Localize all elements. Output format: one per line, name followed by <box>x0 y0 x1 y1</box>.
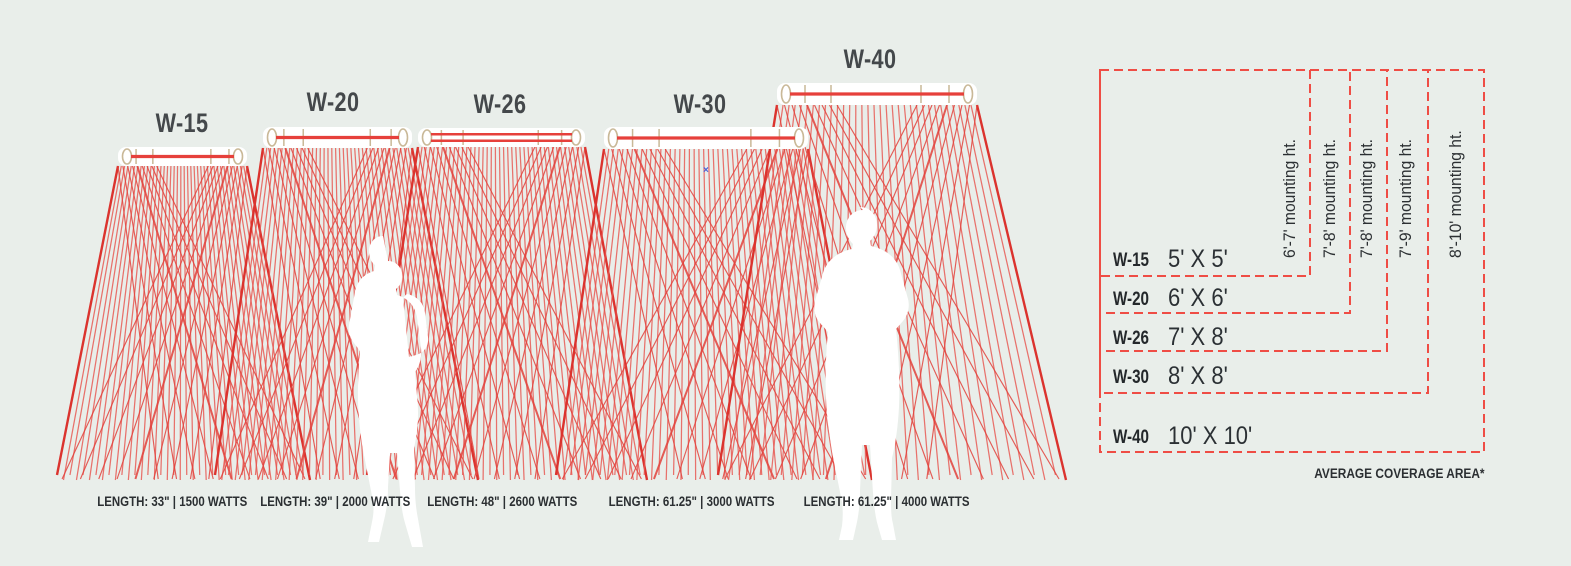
heat-ray-fans <box>55 104 1068 481</box>
heater-bars <box>118 83 977 166</box>
end-cap-left <box>421 129 433 146</box>
coverage-box <box>1099 69 1351 314</box>
table-row-model-w26: W-26 <box>1113 328 1158 350</box>
table-row-coverage-w40-text: 10' X 10' <box>1168 422 1253 450</box>
coverage-footnote: AVERAGE COVERAGE AREA* <box>1185 466 1485 481</box>
table-row-coverage-w20-text: 6' X 6' <box>1168 284 1228 312</box>
unit-title-w30: W-30 <box>550 89 850 120</box>
unit-title-w20: W-20 <box>183 87 483 118</box>
mounting-height-label-w20: 7'-8' mounting ht. <box>1320 129 1340 258</box>
table-row-model-w40-text: W-40 <box>1113 427 1150 448</box>
unit-title-w26: W-26 <box>350 89 650 120</box>
heater-bar <box>118 147 247 166</box>
unit-spec-w40: LENGTH: 61.25" | 4000 WATTS <box>737 494 1037 509</box>
unit-spec-w20-text: LENGTH: 39" | 2000 WATTS <box>260 494 410 509</box>
table-row-coverage-w26-text: 7' X 8' <box>1168 323 1228 351</box>
table-row-coverage-w40: 10' X 10' <box>1168 422 1264 451</box>
table-row-coverage-w15: 5' X 5' <box>1168 245 1236 274</box>
mounting-height-label-w40-text: 8'-10' mounting ht. <box>1446 130 1465 258</box>
mounting-height-label-w26: 7'-8' mounting ht. <box>1357 129 1377 258</box>
unit-spec-w20: LENGTH: 39" | 2000 WATTS <box>185 494 485 509</box>
mounting-height-label-w30: 7'-9' mounting ht. <box>1396 129 1416 258</box>
unit-title-w15-text: W-15 <box>155 108 209 138</box>
table-row-model-w30: W-30 <box>1113 367 1158 389</box>
unit-title-w40: W-40 <box>720 44 1020 75</box>
unit-title-w20-text: W-20 <box>306 87 360 117</box>
coverage-box <box>1099 69 1311 277</box>
unit-title-w30-text: W-30 <box>673 89 727 119</box>
table-row-model-w20-text: W-20 <box>1113 289 1150 310</box>
mounting-height-label-w15-text: 6'-7' mounting ht. <box>1280 139 1299 258</box>
heater-bar <box>263 127 412 148</box>
table-row-coverage-w20: 6' X 6' <box>1168 284 1236 313</box>
coverage-footnote-text: AVERAGE COVERAGE AREA* <box>1314 466 1485 481</box>
table-row-model-w20: W-20 <box>1113 289 1158 311</box>
stray-cursor-marker: × <box>703 165 709 176</box>
mounting-height-label-w15: 6'-7' mounting ht. <box>1280 129 1300 258</box>
mounting-height-label-w40: 8'-10' mounting ht. <box>1446 119 1466 258</box>
heater-bar <box>604 127 808 149</box>
female-figure-silhouette <box>348 236 429 547</box>
unit-spec-w15: LENGTH: 33" | 1500 WATTS <box>22 494 322 509</box>
scale-figures <box>348 207 909 547</box>
unit-spec-w40-text: LENGTH: 61.25" | 4000 WATTS <box>804 494 970 509</box>
table-row-model-w15-text: W-15 <box>1113 250 1150 271</box>
coverage-box <box>1099 69 1485 453</box>
end-cap-right <box>397 128 409 147</box>
unit-spec-w26-text: LENGTH: 48" | 2600 WATTS <box>427 494 577 509</box>
end-cap-right <box>232 148 244 165</box>
male-figure-silhouette <box>814 207 909 540</box>
table-row-coverage-w30-text: 8' X 8' <box>1168 362 1228 390</box>
end-cap-right <box>793 128 805 148</box>
mounting-height-label-w26-text: 7'-8' mounting ht. <box>1357 139 1376 258</box>
unit-spec-w30: LENGTH: 61.25" | 3000 WATTS <box>542 494 842 509</box>
unit-spec-w26: LENGTH: 48" | 2600 WATTS <box>352 494 652 509</box>
unit-spec-w15-text: LENGTH: 33" | 1500 WATTS <box>97 494 247 509</box>
heat-ray-fan <box>55 165 312 481</box>
table-row-coverage-w26: 7' X 8' <box>1168 323 1236 352</box>
mounting-height-label-w30-text: 7'-9' mounting ht. <box>1396 139 1415 258</box>
table-row-model-w30-text: W-30 <box>1113 367 1150 388</box>
table-row-model-w15: W-15 <box>1113 250 1158 272</box>
heater-bar <box>777 83 977 105</box>
table-row-model-w26-text: W-26 <box>1113 328 1150 349</box>
unit-spec-w30-text: LENGTH: 61.25" | 3000 WATTS <box>609 494 775 509</box>
mounting-height-label-w20-text: 7'-8' mounting ht. <box>1320 139 1339 258</box>
end-cap-left <box>121 148 133 165</box>
heater-bar <box>418 128 585 147</box>
unit-title-w40-text: W-40 <box>843 44 897 74</box>
end-cap-left <box>607 128 619 148</box>
table-row-coverage-w30: 8' X 8' <box>1168 362 1236 391</box>
unit-title-w26-text: W-26 <box>473 89 527 119</box>
heat-ray-fan <box>365 146 649 481</box>
end-cap-right <box>962 84 974 104</box>
unit-title-w15: W-15 <box>32 108 332 139</box>
coverage-area-boxes <box>1099 69 1485 453</box>
end-cap-right <box>570 129 582 146</box>
table-row-model-w40: W-40 <box>1113 427 1158 449</box>
table-row-coverage-w15-text: 5' X 5' <box>1168 245 1228 273</box>
